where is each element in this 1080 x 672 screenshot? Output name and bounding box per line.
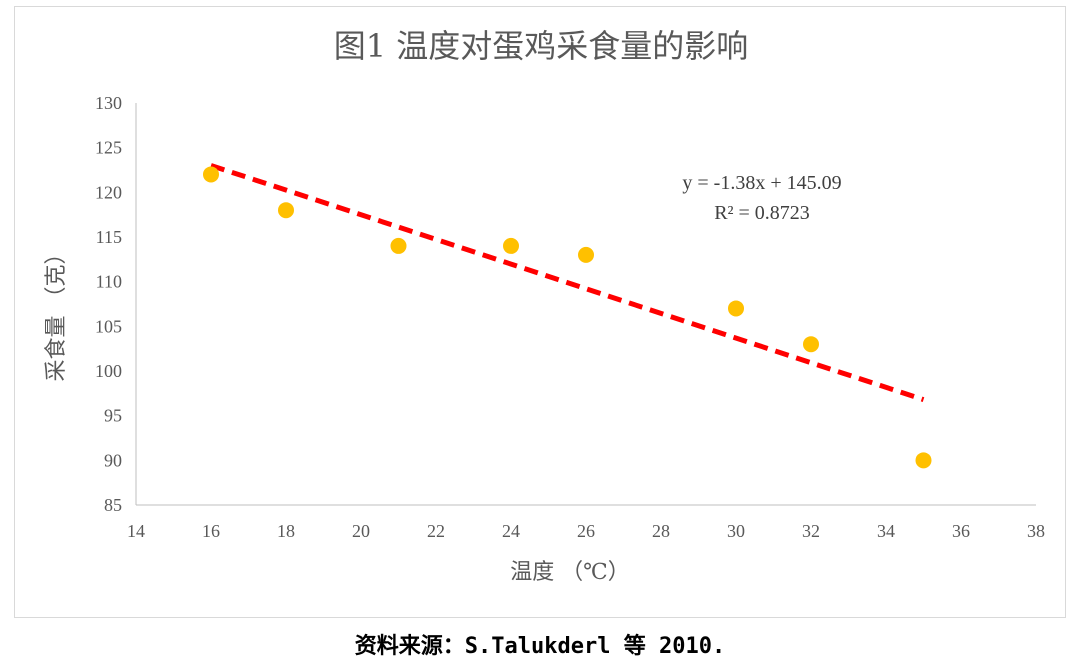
source-note: 资料来源：S.Talukderl 等 2010. bbox=[354, 634, 726, 659]
data-point bbox=[803, 336, 819, 353]
data-points bbox=[203, 166, 932, 469]
x-tick-label: 30 bbox=[727, 521, 745, 541]
trendline bbox=[210, 163, 925, 403]
data-point bbox=[503, 237, 519, 254]
x-tick-label: 38 bbox=[1027, 521, 1045, 541]
x-tick-label: 18 bbox=[277, 521, 295, 541]
x-tick-label: 20 bbox=[352, 521, 370, 541]
chart-title: 图1 温度对蛋鸡采食量的影响 bbox=[334, 27, 749, 65]
y-tick-label: 100 bbox=[95, 361, 122, 381]
x-tick-label: 26 bbox=[577, 521, 595, 541]
x-tick-label: 14 bbox=[127, 521, 145, 541]
y-tick-label: 115 bbox=[96, 227, 122, 247]
y-tick-label: 105 bbox=[95, 316, 122, 336]
trendline-equation: y = -1.38x + 145.09 bbox=[682, 172, 841, 194]
y-tick-label: 125 bbox=[95, 138, 122, 158]
data-point bbox=[390, 237, 407, 254]
y-tick-label: 85 bbox=[104, 495, 122, 515]
x-tick-label: 24 bbox=[502, 521, 520, 541]
axes: 14 16 18 20 22 24 26 28 30 32 34 36 38 85 90 95 100 105 11… bbox=[95, 93, 1045, 541]
y-tick-label: 95 bbox=[104, 406, 122, 426]
trendline-group bbox=[210, 163, 925, 403]
x-tick-label: 32 bbox=[802, 521, 820, 541]
data-point bbox=[728, 300, 744, 317]
data-point bbox=[203, 166, 219, 183]
x-tick-label: 28 bbox=[652, 521, 670, 541]
data-point bbox=[915, 452, 932, 469]
y-tick-label: 130 bbox=[95, 93, 122, 113]
x-tick-label: 34 bbox=[877, 521, 895, 541]
data-point bbox=[278, 202, 294, 219]
r-squared-label: R² = 0.8723 bbox=[714, 202, 810, 224]
y-axis-title: 采食量 （克） bbox=[44, 243, 69, 382]
x-tick-label: 22 bbox=[427, 521, 445, 541]
chart-area: 图1 温度对蛋鸡采食量的影响 14 16 18 20 22 24 26 28 30 32 34 36 3… bbox=[14, 6, 1066, 618]
x-tick-label: 36 bbox=[952, 521, 970, 541]
chart-svg: 图1 温度对蛋鸡采食量的影响 14 16 18 20 22 24 26 28 30 32 34 36 3… bbox=[44, 27, 1045, 585]
y-tick-label: 90 bbox=[104, 450, 122, 470]
x-axis-title: 温度 （℃） bbox=[510, 560, 630, 585]
data-point bbox=[578, 246, 594, 263]
y-tick-label: 110 bbox=[96, 272, 122, 292]
y-tick-label: 120 bbox=[95, 182, 122, 202]
x-tick-label: 16 bbox=[202, 521, 220, 541]
